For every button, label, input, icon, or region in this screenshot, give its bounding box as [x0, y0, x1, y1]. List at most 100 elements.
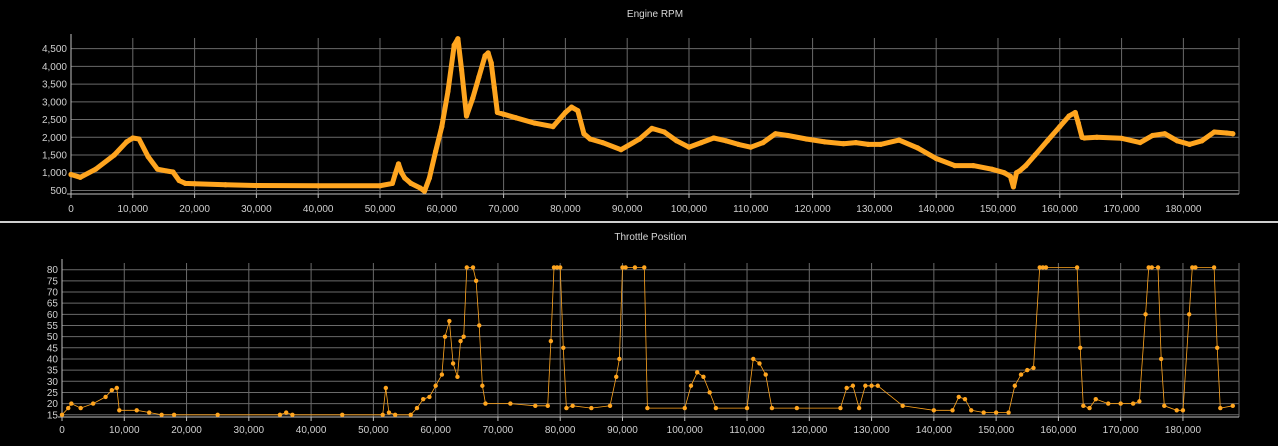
- data-point: [1001, 170, 1007, 176]
- x-tick-label: 60,000: [426, 204, 457, 215]
- data-point: [952, 163, 958, 169]
- data-point: [473, 278, 479, 284]
- y-tick-label: 1,500: [42, 151, 67, 162]
- data-point: [769, 405, 775, 411]
- x-tick-label: 10,000: [118, 204, 149, 215]
- data-point: [1137, 399, 1142, 404]
- data-point: [1211, 129, 1217, 135]
- data-point: [1193, 265, 1198, 270]
- x-tick-label: 80,000: [545, 425, 576, 436]
- data-point: [1081, 135, 1088, 141]
- data-point: [145, 154, 151, 160]
- chart-engine-rpm: Engine RPM 0 10,000 20,000 30,000 40,000 50,00…: [42, 9, 1240, 215]
- data-point: [617, 356, 622, 362]
- data-point: [417, 185, 423, 191]
- series: [68, 36, 1236, 194]
- x-tick-label: 20,000: [171, 425, 202, 436]
- y-tick-label: 60: [47, 310, 59, 321]
- data-point: [494, 109, 501, 116]
- x-tick-label: 100,000: [671, 204, 708, 215]
- x-tick-label: 140,000: [918, 204, 955, 215]
- data-point: [470, 95, 476, 101]
- data-point: [1211, 265, 1217, 270]
- data-point: [686, 144, 692, 150]
- data-point: [159, 412, 164, 417]
- data-point: [124, 139, 130, 145]
- y-tick-label: 30: [47, 377, 59, 388]
- y-tick-label: 4,500: [42, 44, 67, 55]
- data-point: [442, 334, 448, 339]
- data-point: [933, 155, 939, 162]
- x-tick-label: 50,000: [365, 204, 396, 215]
- data-point: [1180, 408, 1186, 413]
- data-point: [993, 410, 999, 415]
- y-tick-label: 40: [47, 354, 59, 365]
- x-tick-label: 20,000: [179, 204, 210, 215]
- data-point: [1218, 405, 1223, 411]
- data-point: [1174, 408, 1179, 413]
- x-tick-label: 60,000: [420, 425, 451, 436]
- x-tick-label: 40,000: [303, 204, 334, 215]
- data-point: [1044, 138, 1051, 144]
- data-point: [215, 412, 220, 417]
- x-tick-label: 180,000: [1165, 204, 1202, 215]
- data-point: [695, 370, 700, 375]
- data-point: [485, 50, 491, 56]
- y-tick-label: 2,500: [42, 115, 67, 126]
- data-point: [508, 401, 513, 406]
- data-point: [1081, 403, 1086, 409]
- data-point: [751, 356, 756, 362]
- data-point: [1158, 356, 1164, 362]
- data-point: [69, 401, 74, 406]
- data-point: [1106, 401, 1111, 406]
- data-point: [399, 170, 405, 176]
- data-point: [562, 109, 568, 116]
- data-point: [822, 139, 828, 145]
- data-point: [458, 338, 463, 344]
- data-point: [614, 374, 619, 380]
- data-point: [1007, 173, 1013, 179]
- data-point: [896, 137, 902, 143]
- data-point: [109, 388, 115, 393]
- data-point: [1130, 401, 1136, 406]
- data-point: [1199, 138, 1205, 144]
- data-point: [1137, 139, 1143, 146]
- data-point: [458, 67, 465, 73]
- data-point: [981, 410, 986, 415]
- data-point: [748, 144, 754, 150]
- data-point: [856, 405, 862, 411]
- data-point: [491, 85, 497, 91]
- data-point: [840, 141, 847, 147]
- data-point: [1017, 168, 1023, 174]
- y-tick-label: 75: [47, 276, 59, 287]
- data-point: [865, 141, 871, 147]
- data-point: [661, 129, 667, 135]
- data-point: [850, 383, 856, 388]
- data-point: [414, 405, 420, 411]
- data-point: [642, 265, 647, 270]
- data-point: [757, 361, 762, 366]
- data-point: [500, 111, 507, 117]
- data-point: [1094, 134, 1100, 140]
- data-point: [395, 161, 402, 167]
- data-point: [433, 148, 439, 155]
- chart-title: Engine RPM: [627, 9, 683, 20]
- data-point: [838, 405, 843, 411]
- data-point: [570, 403, 575, 409]
- data-point: [439, 372, 445, 377]
- data-point: [176, 177, 182, 184]
- data-point: [377, 183, 383, 189]
- data-point: [969, 408, 974, 413]
- data-point: [1186, 141, 1193, 147]
- data-point: [77, 174, 83, 180]
- data-point: [130, 135, 136, 141]
- data-point: [531, 120, 538, 126]
- x-tick-label: 110,000: [733, 204, 769, 215]
- data-point: [1031, 365, 1036, 371]
- data-point: [877, 141, 884, 147]
- data-point: [1025, 367, 1030, 373]
- data-point: [568, 104, 575, 110]
- y-tick-label: 20: [47, 399, 59, 410]
- x-tick-label: 90,000: [612, 204, 643, 215]
